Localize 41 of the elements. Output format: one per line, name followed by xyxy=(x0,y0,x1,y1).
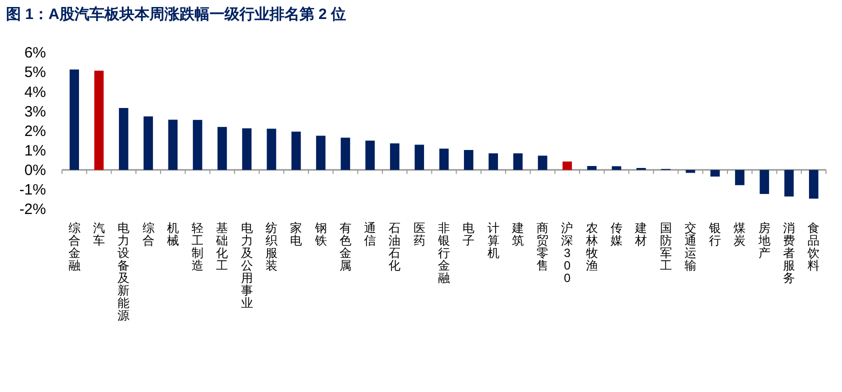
x-tick-label: 机械 xyxy=(166,221,179,248)
x-tick-label: 交通运输 xyxy=(684,221,696,272)
x-tick-label: 消费者服务 xyxy=(783,221,796,285)
y-tick-label: 3% xyxy=(24,103,46,120)
x-tick-label: 通信 xyxy=(364,221,376,248)
title: 图 1：A股汽车板块本周涨跌幅一级行业排名第 2 位 xyxy=(6,6,346,23)
y-tick-label: 0% xyxy=(24,162,46,179)
y-tick-label: 4% xyxy=(24,84,46,101)
x-tick-label: 建筑 xyxy=(512,221,524,248)
x-tick-label: 商贸零售 xyxy=(536,221,549,272)
y-tick-label: -1% xyxy=(19,181,46,198)
x-tick-label: 沪深300 xyxy=(561,221,574,285)
x-tick-label: 轻工制造 xyxy=(192,221,204,272)
y-tick-label: 6% xyxy=(24,44,46,62)
x-tick-label: 房地产 xyxy=(758,221,770,260)
x-tick-label: 非银行金融 xyxy=(438,221,450,285)
x-tick-label: 食品饮料 xyxy=(808,221,820,272)
x-tick-label: 电力设备及新能源 xyxy=(118,221,130,322)
y-tick-label: 5% xyxy=(24,64,46,82)
x-tick-label: 煤炭 xyxy=(734,221,746,248)
x-tick-label: 汽车 xyxy=(92,221,105,248)
x-tick-label: 综合金融 xyxy=(68,221,80,272)
x-tick-label: 石油石化 xyxy=(388,221,401,272)
x-tick-label: 计算机 xyxy=(487,221,500,260)
y-tick-label: 2% xyxy=(24,122,46,140)
x-tick-label: 钢铁 xyxy=(314,221,327,248)
x-tick-label: 电子 xyxy=(462,221,475,248)
y-tick-label: -2% xyxy=(19,201,46,218)
x-tick-label: 家电 xyxy=(290,221,302,248)
x-tick-label: 建材 xyxy=(635,221,648,248)
x-tick-label: 银行 xyxy=(709,221,722,248)
x-tick-label: 电力及公用事业 xyxy=(240,221,253,310)
x-tick-label: 医药 xyxy=(413,221,426,248)
x-tick-label: 纺织服装 xyxy=(265,221,278,272)
y-tick-label: 1% xyxy=(24,142,46,160)
x-tick-label: 农林牧渔 xyxy=(586,221,598,272)
x-tick-label: 有色金属 xyxy=(339,221,352,272)
x-tick-label: 综合 xyxy=(142,221,154,248)
x-tick-label: 基础化工 xyxy=(216,221,228,272)
x-tick-label: 传媒 xyxy=(610,221,623,248)
x-tick-label: 国防军工 xyxy=(660,221,672,272)
